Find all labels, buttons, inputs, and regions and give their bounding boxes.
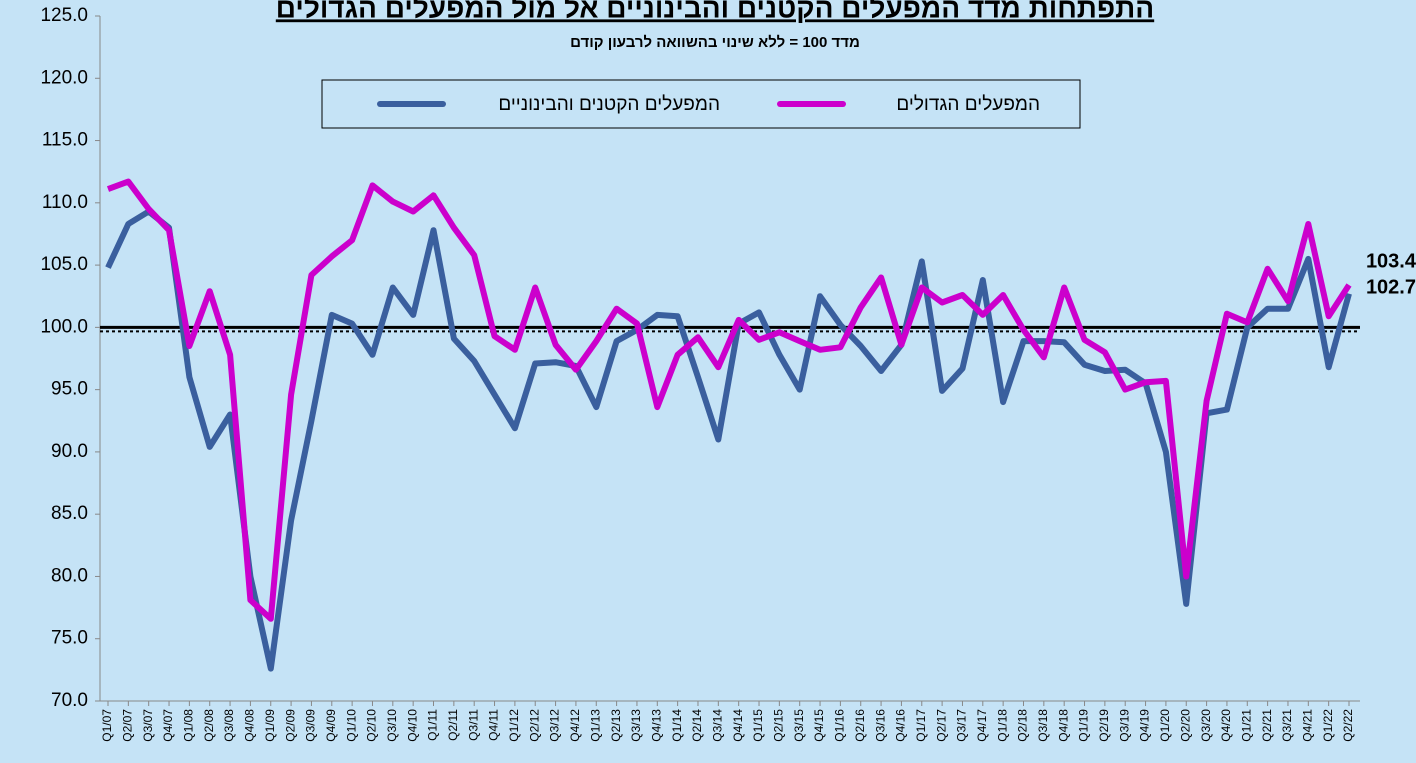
x-tick-label: Q1/16 <box>833 709 847 742</box>
x-tick-label: Q2/14 <box>690 709 704 742</box>
x-tick-label: Q2/08 <box>202 709 216 742</box>
x-tick-label: Q1/08 <box>182 709 196 742</box>
x-tick-label: Q3/17 <box>955 709 969 742</box>
x-tick-label: Q4/21 <box>1300 709 1314 742</box>
legend-label: המפעלים הגדולים <box>896 94 1040 115</box>
legend-box <box>321 79 1081 129</box>
x-tick-label: Q1/19 <box>1077 709 1091 742</box>
x-tick-label: Q1/14 <box>670 709 684 742</box>
x-tick-label: Q3/14 <box>710 709 724 742</box>
x-tick-label: Q2/19 <box>1097 709 1111 742</box>
chart-title: התפתחות מדד המפעלים הקטנים והבינוניים אל… <box>276 0 1154 23</box>
x-tick-label: Q3/08 <box>222 709 236 742</box>
y-tick-label: 105.0 <box>40 254 88 275</box>
x-tick-label: Q1/21 <box>1239 709 1253 742</box>
x-tick-label: Q4/17 <box>975 709 989 742</box>
x-tick-label: Q1/09 <box>263 709 277 742</box>
x-tick-label: Q3/12 <box>548 709 562 742</box>
x-tick-label: Q4/13 <box>649 709 663 742</box>
y-tick-label: 80.0 <box>51 565 88 586</box>
x-tick-label: Q2/10 <box>365 709 379 742</box>
x-tick-label: Q3/09 <box>304 709 318 742</box>
x-tick-label: Q3/11 <box>466 709 480 741</box>
x-tick-label: Q3/19 <box>1117 709 1131 742</box>
y-tick-label: 120.0 <box>40 67 88 88</box>
x-tick-label: Q2/20 <box>1178 709 1192 742</box>
x-tick-label: Q1/22 <box>1321 709 1335 742</box>
x-tick-label: Q1/18 <box>995 709 1009 742</box>
x-tick-label: Q4/20 <box>1219 709 1233 742</box>
chart-subtitle: מדד 100 = ללא שינוי בהשוואה לרבעון קודם <box>570 34 860 51</box>
x-tick-label: Q4/16 <box>894 709 908 742</box>
x-tick-label: Q2/21 <box>1260 709 1274 742</box>
y-tick-label: 110.0 <box>42 192 88 213</box>
x-tick-label: Q1/12 <box>507 709 521 742</box>
x-tick-label: Q4/10 <box>405 709 419 742</box>
y-tick-label: 115.0 <box>42 130 88 151</box>
x-tick-label: Q2/13 <box>609 709 623 742</box>
y-tick-label: 100.0 <box>40 316 88 337</box>
y-tick-label: 75.0 <box>51 628 88 649</box>
x-tick-label: Q1/07 <box>100 709 114 742</box>
x-tick-label: Q2/09 <box>283 709 297 742</box>
x-tick-label: Q3/16 <box>873 709 887 742</box>
x-tick-label: Q3/10 <box>385 709 399 742</box>
x-tick-label: Q4/15 <box>812 709 826 742</box>
x-tick-label: Q2/07 <box>121 709 135 742</box>
y-tick-label: 90.0 <box>51 441 88 462</box>
y-tick-label: 85.0 <box>51 503 88 524</box>
x-tick-label: Q3/18 <box>1036 709 1050 742</box>
x-tick-label: Q2/15 <box>772 709 786 742</box>
x-tick-label: Q3/15 <box>792 709 806 742</box>
x-tick-label: Q4/14 <box>731 709 745 742</box>
x-tick-label: Q3/07 <box>141 709 155 742</box>
legend-label: המפעלים הקטנים והבינוניים <box>498 94 720 115</box>
end-value-label: 103.4 <box>1366 250 1416 272</box>
x-tick-label: Q4/09 <box>324 709 338 742</box>
x-tick-label: Q2/18 <box>1016 709 1030 742</box>
x-tick-label: Q1/17 <box>914 709 928 742</box>
y-tick-label: 125.0 <box>40 5 88 26</box>
x-tick-label: Q3/13 <box>629 709 643 742</box>
x-tick-label: Q2/12 <box>527 709 541 742</box>
x-tick-label: Q4/08 <box>243 709 257 742</box>
x-tick-label: Q1/15 <box>751 709 765 742</box>
x-tick-label: Q1/13 <box>588 709 602 742</box>
series-line <box>106 178 1352 622</box>
x-tick-label: Q2/22 <box>1341 709 1355 742</box>
x-tick-label: Q2/17 <box>934 709 948 742</box>
y-tick-label: 70.0 <box>51 690 88 711</box>
x-tick-label: Q1/10 <box>344 709 358 742</box>
x-tick-label: Q4/18 <box>1056 709 1070 742</box>
x-tick-label: Q4/07 <box>161 709 175 742</box>
x-tick-label: Q2/16 <box>853 709 867 742</box>
x-tick-label: Q1/20 <box>1158 709 1172 742</box>
x-tick-label: Q2/11 <box>446 709 460 741</box>
x-tick-label: Q3/20 <box>1199 709 1213 742</box>
end-value-label: 102.7 <box>1366 276 1416 298</box>
x-tick-label: Q3/21 <box>1280 709 1294 742</box>
x-tick-label: Q4/12 <box>568 709 582 742</box>
x-tick-label: Q4/11 <box>487 709 501 741</box>
x-tick-label: Q1/11 <box>426 709 440 741</box>
x-tick-label: Q4/19 <box>1138 709 1152 742</box>
y-tick-label: 95.0 <box>51 379 88 400</box>
